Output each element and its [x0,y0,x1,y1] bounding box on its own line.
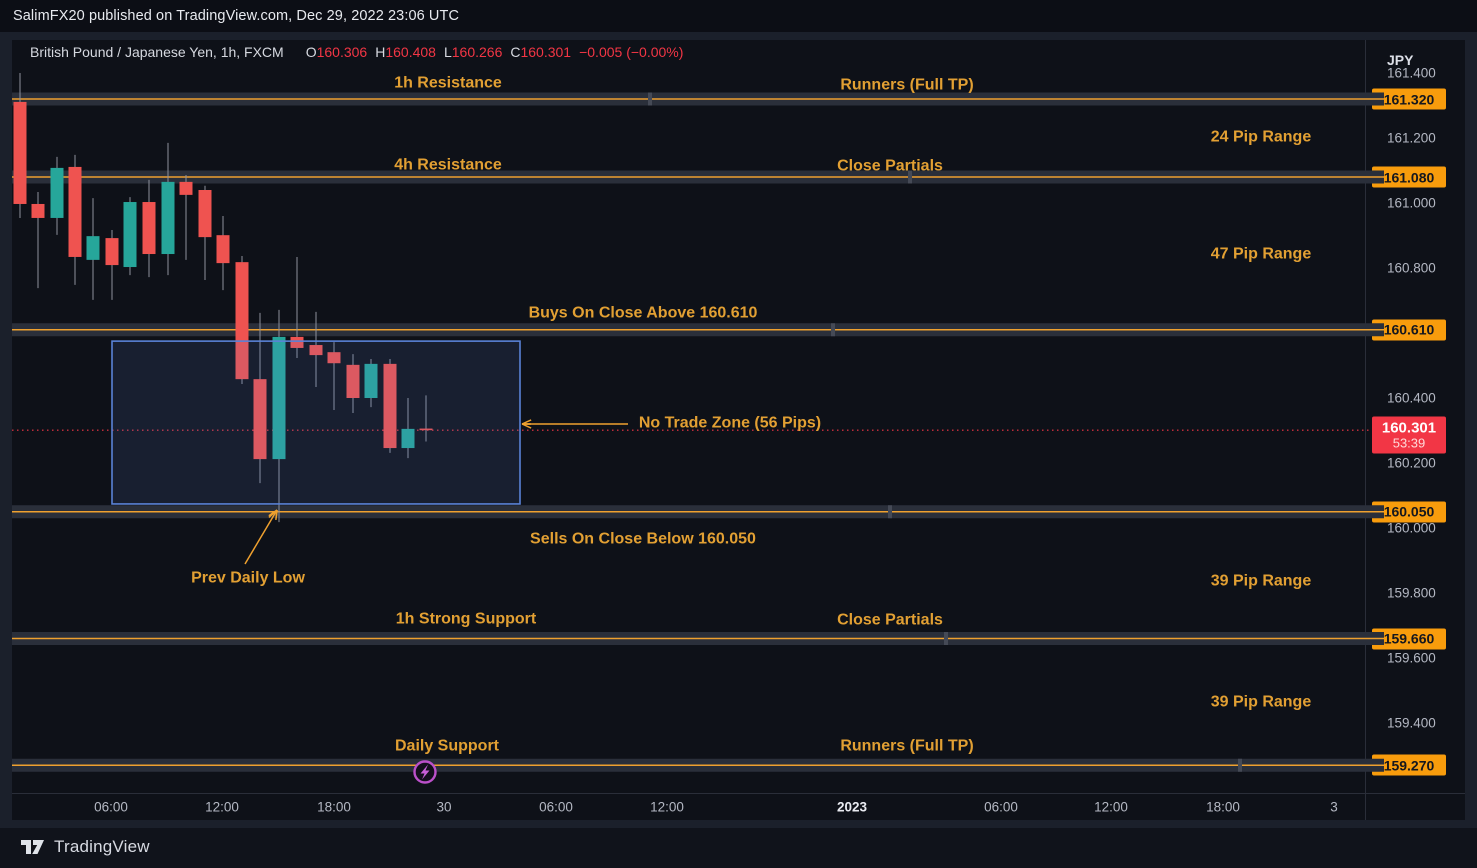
price-level-badge: 161.320 [1372,88,1446,110]
ohlc-key: C [510,44,521,60]
time-tick-label: 12:00 [650,799,684,814]
bar-countdown: 53:39 [1392,435,1426,451]
price-tick-label: 160.000 [1387,520,1436,536]
symbol-title: British Pound / Japanese Yen, 1h, FXCM [30,44,284,60]
time-tick-label: 18:00 [1206,799,1240,814]
price-tick-label: 161.400 [1387,65,1436,81]
ohlc-key: O [305,44,317,60]
time-tick-label: 18:00 [317,799,351,814]
price-tick-label: 159.600 [1387,650,1436,666]
chart-widget: JPY 161.400 161.200 161.000 160.800 160.400 1… [0,32,1477,828]
price-axis[interactable]: JPY 161.400 161.200 161.000 160.800 160.400 1… [1365,40,1465,793]
time-tick-label: 06:00 [94,799,128,814]
ohlc-value: 160.301 [520,44,572,60]
price-level-badge: 159.660 [1372,628,1446,649]
ohlc-key: H [375,44,386,60]
price-tick-label: 159.800 [1387,585,1436,601]
price-level-badge: 161.080 [1372,166,1446,188]
time-tick-label: 06:00 [984,799,1018,814]
price-tick-label: 161.000 [1387,195,1436,211]
price-tick-label: 161.200 [1387,130,1436,146]
symbol-header[interactable]: British Pound / Japanese Yen, 1h, FXCM O1… [30,44,683,64]
price-tick-label: 160.800 [1387,260,1436,276]
ohlc-value: 160.306 [316,44,368,60]
chart-canvas[interactable] [12,40,1377,793]
tradingview-icon [21,840,44,854]
time-tick-label: 2023 [836,799,868,814]
price-tick-label: 159.400 [1387,715,1436,731]
time-tick-label: 3 [1330,799,1338,814]
time-tick-label: 30 [436,799,452,814]
current-price-value: 160.301 [1381,419,1437,437]
price-level-badge: 159.270 [1372,754,1446,776]
axis-separator-horizontal [12,793,1465,794]
published-text: SalimFX20 published on TradingView.com, … [13,8,460,24]
price-tick-label: 160.400 [1387,390,1436,406]
ohlc-value: 160.408 [385,44,436,60]
ohlc-values: O160.306 H160.408 L160.266 C160.301 [298,44,571,60]
price-level-badge: 160.610 [1372,319,1446,341]
time-tick-label: 06:00 [539,799,573,814]
time-axis[interactable]: 06:00 12:00 18:00 30 06:00 12:00 2023 06:00 12:0… [12,793,1465,820]
price-tick-label: 160.200 [1387,455,1436,471]
current-price-badge: 160.301 53:39 [1372,416,1446,454]
ohlc-key: L [443,44,452,60]
price-level-badge: 160.050 [1372,501,1446,523]
published-bar: SalimFX20 published on TradingView.com, … [0,0,1477,32]
time-tick-label: 12:00 [205,799,239,814]
price-axis-currency: JPY [1387,52,1414,68]
time-tick-label: 12:00 [1094,799,1128,814]
change-value: −0.005 (−0.00%) [579,44,684,60]
axis-separator-vertical [1365,40,1366,820]
ohlc-value: 160.266 [451,44,503,60]
tradingview-wordmark: TradingView [54,837,150,856]
tradingview-logo-link[interactable]: TradingView [20,836,150,858]
footer-bar: TradingView [0,828,1477,868]
